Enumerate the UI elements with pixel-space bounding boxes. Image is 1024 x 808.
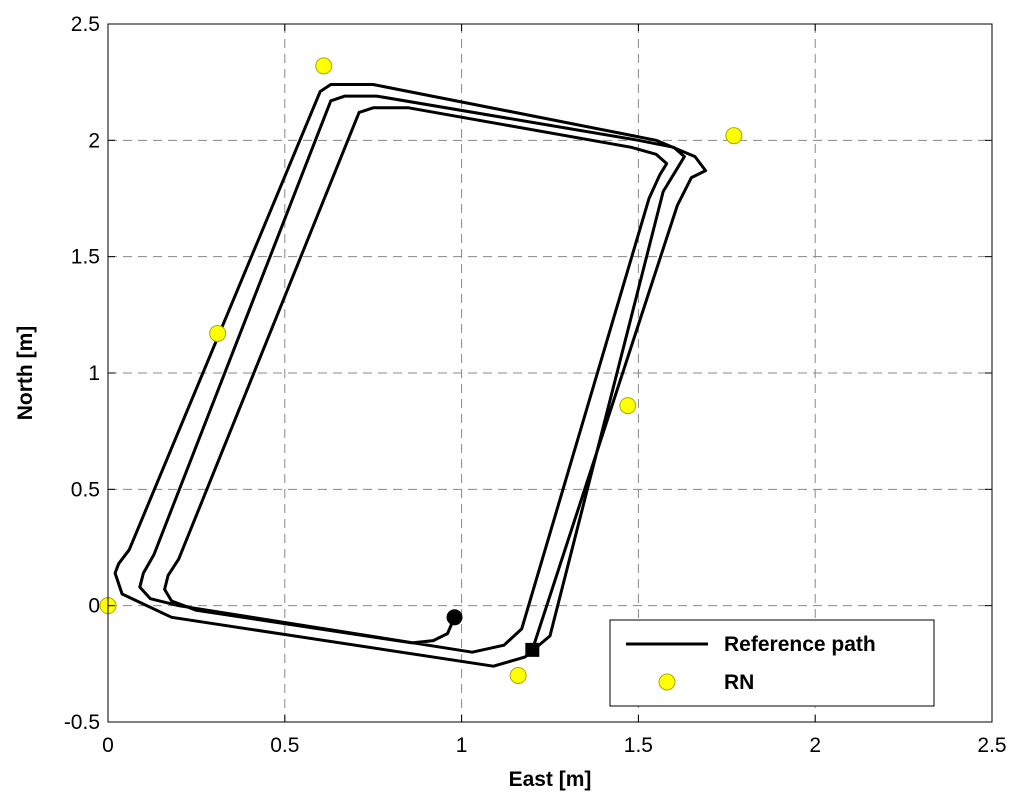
y-tick-label: 2.5: [71, 13, 100, 36]
rn-point: [315, 57, 333, 75]
x-axis-label: East [m]: [509, 768, 592, 791]
x-tick-label: 1.5: [624, 734, 653, 757]
y-tick-label: -0.5: [64, 711, 100, 734]
x-tick-label: 0.5: [270, 734, 299, 757]
grid-lines: [108, 24, 992, 722]
marker-layer: [446, 609, 540, 657]
rn-point: [619, 397, 637, 415]
rn-point: [509, 666, 527, 684]
rn-point: [209, 324, 227, 342]
x-tick-label: 1: [456, 734, 468, 757]
x-tick-label: 0: [102, 734, 114, 757]
legend-label-rn: RN: [724, 671, 754, 694]
end-marker: [525, 642, 540, 657]
y-tick-label: 1.5: [71, 246, 100, 269]
legend: Reference path RN: [609, 619, 935, 707]
x-tick-label: 2: [809, 734, 821, 757]
y-axis-label: North [m]: [14, 326, 37, 420]
rn-point: [725, 127, 743, 145]
path-layer: [113, 83, 708, 668]
y-tick-label: 0.5: [71, 478, 100, 501]
legend-rn-swatch: [658, 673, 676, 691]
x-tick-label: 2.5: [977, 734, 1006, 757]
y-tick-label: 0: [88, 595, 100, 618]
legend-box: [609, 619, 935, 707]
y-tick-label: 2: [88, 129, 100, 152]
tick-layer: 0 0.5 1 1.5 2 2.5-0.500.511.522.5: [64, 13, 1007, 757]
reference-path-line: [113, 83, 708, 668]
legend-label-reference-path: Reference path: [724, 633, 876, 656]
y-tick-label: 1: [88, 362, 100, 385]
start-marker: [446, 609, 463, 626]
